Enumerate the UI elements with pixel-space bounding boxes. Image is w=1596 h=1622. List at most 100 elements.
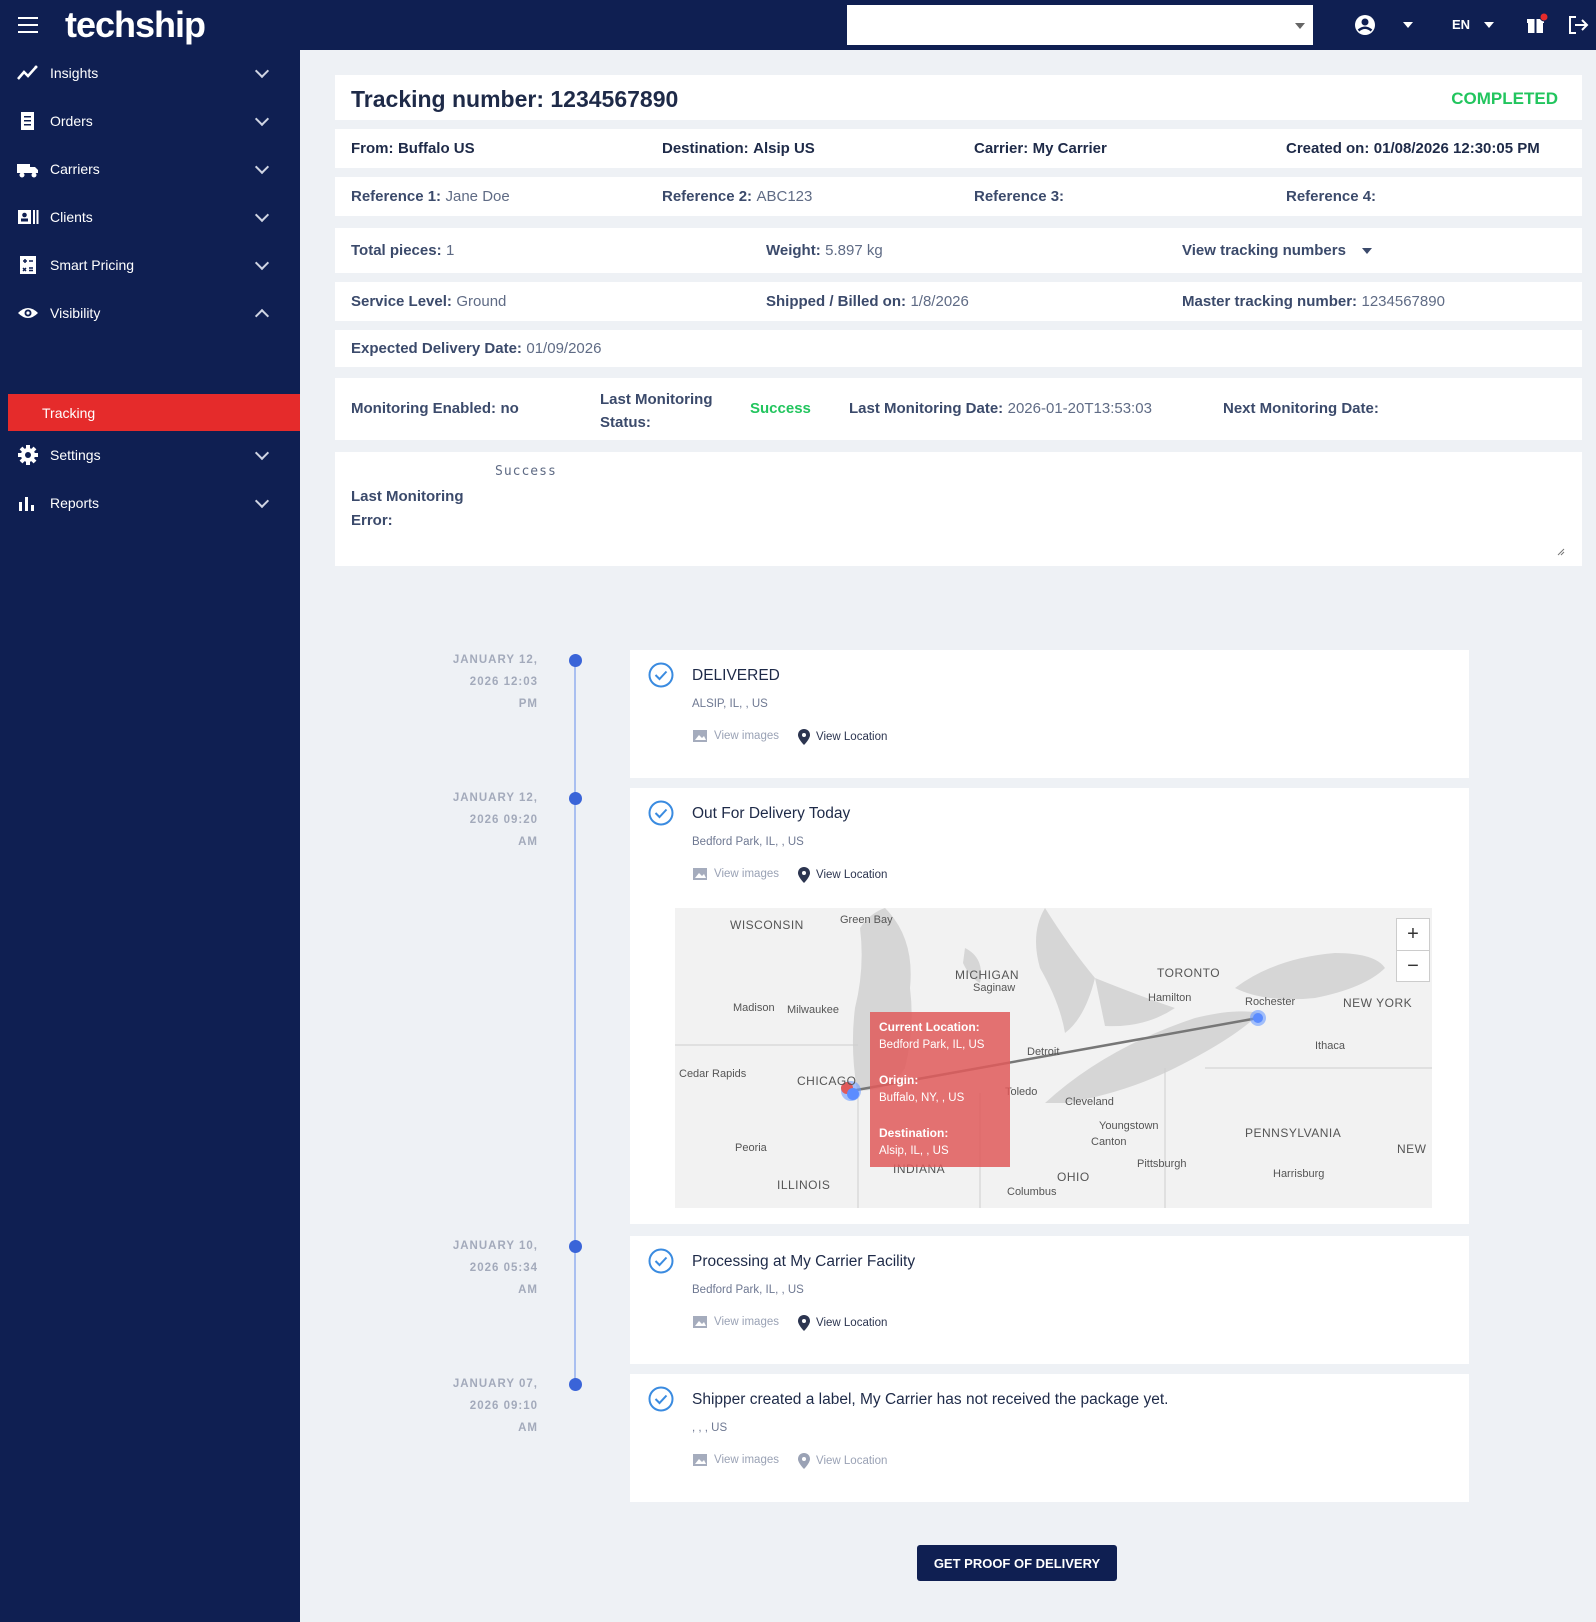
language-selector[interactable]: EN [1452, 17, 1471, 32]
sidebar-item-label: Insights [50, 65, 99, 81]
event-card-out-for-delivery: Out For Delivery Today Bedford Park, IL,… [630, 788, 1469, 1224]
sidebar-subitem-tracking[interactable]: Tracking [8, 394, 300, 431]
monitoring-status-label-line1: Last Monitoring [600, 391, 713, 408]
sidebar-item-orders[interactable]: Orders [0, 98, 300, 144]
sidebar-item-label: Settings [50, 447, 101, 463]
map-place-label: Youngstown [1099, 1120, 1159, 1132]
monitoring-error-textarea[interactable]: Success [495, 460, 1567, 558]
popup-origin-label: Origin: [879, 1073, 919, 1087]
expected-delivery-value: 01/09/2026 [526, 340, 602, 357]
event-location: ALSIP, IL, , US [692, 698, 768, 710]
sidebar: Insights Orders Carriers Clients Smart P… [0, 50, 300, 1622]
sidebar-item-label: Visibility [50, 305, 101, 321]
next-monitoring-date-label: Next Monitoring Date: [1223, 400, 1379, 417]
sidebar-item-visibility[interactable]: Visibility [0, 290, 300, 336]
logout-icon[interactable] [1567, 14, 1589, 36]
service-level-label: Service Level: [351, 293, 452, 310]
map-place-label: Cedar Rapids [679, 1068, 747, 1080]
monitoring-error-label-line1: Last Monitoring [351, 488, 464, 505]
sidebar-item-clients[interactable]: Clients [0, 194, 300, 240]
carrier-label: Carrier: [974, 140, 1029, 157]
location-pin-icon [798, 729, 810, 745]
created-label: Created on: [1286, 140, 1370, 157]
status-badge: COMPLETED [1451, 89, 1558, 108]
view-images-link[interactable]: View images [692, 1453, 779, 1467]
monitoring-error-row: Last Monitoring Error: Success [335, 452, 1582, 566]
map-place-label: Harrisburg [1273, 1168, 1325, 1180]
check-circle-icon [648, 800, 674, 826]
view-tracking-numbers-dropdown[interactable]: View tracking numbers [1182, 242, 1373, 260]
calculator-icon [20, 256, 36, 274]
sidebar-item-label: Reports [50, 495, 100, 511]
map-place-label: Cleveland [1065, 1096, 1114, 1108]
reference-2-value: ABC123 [756, 188, 813, 205]
event-title: Out For Delivery Today [692, 805, 851, 822]
event-location: , , , US [692, 1422, 728, 1434]
reference-3-label: Reference 3: [974, 188, 1065, 205]
sidebar-item-carriers[interactable]: Carriers [0, 146, 300, 192]
sidebar-item-insights[interactable]: Insights [0, 50, 300, 96]
monitoring-row: Monitoring Enabled: no Last Monitoring S… [335, 378, 1582, 440]
event-location: Bedford Park, IL, , US [692, 1284, 804, 1296]
resize-handle-icon[interactable] [1557, 548, 1565, 556]
view-images-link[interactable]: View images [692, 729, 779, 743]
event-date: JANUARY 07, 2026 09:10 AM [452, 1378, 538, 1434]
location-pin-icon [798, 867, 810, 883]
map-place-label: Green Bay [840, 914, 893, 926]
map-place-label: Toledo [1005, 1086, 1038, 1098]
created-value: 01/08/2026 12:30:05 PM [1373, 140, 1540, 157]
check-circle-icon [648, 662, 674, 688]
monitoring-error-value: Success [495, 464, 557, 479]
map-place-label: Detroit [1027, 1046, 1060, 1058]
view-location-link[interactable]: View Location [798, 1315, 887, 1331]
chevron-down-icon [254, 255, 270, 271]
account-chevron-icon[interactable] [1403, 22, 1413, 28]
eye-icon [18, 308, 38, 318]
monitoring-status-value: Success [750, 400, 811, 417]
timeline-dot [569, 792, 582, 805]
popup-current-label: Current Location: [879, 1020, 980, 1034]
event-card-delivered: DELIVERED ALSIP, IL, , US View images Vi… [630, 650, 1469, 778]
popup-current-value: Bedford Park, IL, US [879, 1039, 985, 1051]
view-images-link[interactable]: View images [692, 1315, 779, 1329]
get-proof-of-delivery-button[interactable]: GET PROOF OF DELIVERY [917, 1545, 1117, 1581]
route-map[interactable]: WISCONSIN Green Bay MICHIGAN Saginaw TORONTO… [675, 908, 1432, 1208]
view-location-link[interactable]: View Location [798, 729, 887, 745]
monitoring-enabled-label: Monitoring Enabled: [351, 400, 496, 417]
check-circle-icon [648, 1386, 674, 1412]
last-monitoring-date-value: 2026-01-20T13:53:03 [1007, 400, 1152, 417]
last-monitoring-date-label: Last Monitoring Date: [849, 400, 1004, 417]
event-card-processing: Processing at My Carrier Facility Bedfor… [630, 1236, 1469, 1364]
sidebar-item-smart-pricing[interactable]: Smart Pricing [0, 242, 300, 288]
view-images-link[interactable]: View images [692, 867, 779, 881]
event-card-label-created: Shipper created a label, My Carrier has … [630, 1374, 1469, 1502]
sidebar-item-label: Smart Pricing [50, 257, 135, 273]
chevron-down-icon [254, 63, 270, 79]
language-chevron-icon[interactable] [1484, 22, 1494, 28]
clients-icon [18, 210, 39, 224]
company-select[interactable] [847, 5, 1313, 45]
zoom-out-button[interactable]: − [1397, 950, 1429, 982]
map-place-label: Hamilton [1148, 992, 1192, 1004]
page-title: Tracking number: 1234567890 [351, 86, 679, 112]
hamburger-menu-icon[interactable] [18, 17, 38, 33]
map-place-label: Saginaw [973, 982, 1016, 994]
logo: techship [65, 4, 206, 45]
destination-label: Destination: [662, 140, 749, 157]
image-icon [693, 868, 707, 880]
monitoring-error-label-line2: Error: [351, 512, 393, 529]
expected-delivery-row: Expected Delivery Date: 01/09/2026 [335, 330, 1582, 367]
sidebar-item-settings[interactable]: Settings [0, 432, 300, 478]
timeline-line [574, 660, 576, 1385]
map-place-label: WISCONSIN [730, 918, 804, 932]
account-icon[interactable] [1354, 14, 1376, 36]
gear-icon [18, 445, 38, 465]
zoom-in-button[interactable]: + [1407, 923, 1419, 945]
view-location-link[interactable]: View Location [798, 867, 887, 883]
gift-icon[interactable] [1525, 12, 1549, 36]
sidebar-item-reports[interactable]: Reports [0, 480, 300, 526]
total-pieces-value: 1 [446, 242, 455, 259]
view-location-link[interactable]: View Location [798, 1453, 887, 1469]
event-date: JANUARY 10, 2026 05:34 AM [452, 1240, 538, 1296]
location-pin-icon [798, 1453, 810, 1469]
